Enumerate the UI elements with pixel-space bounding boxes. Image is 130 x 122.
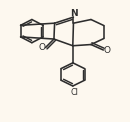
Text: Cl: Cl — [70, 88, 78, 97]
Text: O: O — [39, 43, 46, 52]
Text: O: O — [103, 46, 110, 55]
Text: N: N — [70, 9, 77, 18]
